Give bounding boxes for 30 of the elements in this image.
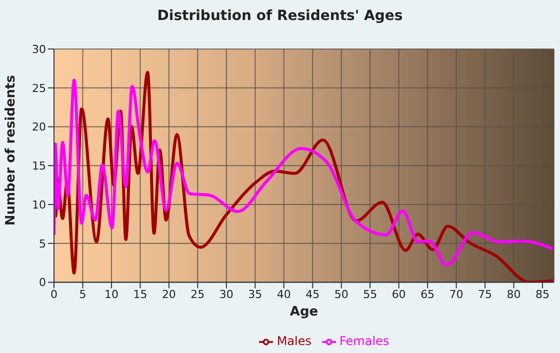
y-tick-label: 30	[32, 42, 46, 56]
y-tick-label: 5	[39, 237, 46, 250]
x-axis-title: Age	[290, 304, 318, 320]
legend-label: Females	[340, 334, 390, 348]
x-tick-label: 80	[506, 288, 521, 302]
x-tick-label: 5	[79, 288, 86, 302]
y-axis-title: Number of residents	[4, 74, 19, 226]
x-tick-label: 85	[536, 288, 550, 302]
x-tick-label: 55	[363, 288, 378, 302]
y-tick-label: 25	[32, 82, 46, 95]
x-tick-label: 60	[392, 288, 406, 302]
x-tick-label: 10	[104, 288, 118, 302]
y-tick-label: 10	[32, 198, 46, 212]
x-tick-label: 30	[219, 288, 234, 302]
x-tick-label: 45	[306, 288, 320, 302]
x-tick-label: 65	[420, 288, 435, 302]
x-tick-label: 50	[334, 288, 348, 302]
chart-title: Distribution of Residents' Ages	[156, 8, 404, 24]
x-tick-label: 70	[449, 288, 464, 302]
y-tick-label: 15	[32, 160, 46, 173]
legend-label: Males	[276, 334, 312, 348]
x-tick-label: 15	[133, 288, 148, 302]
y-tick-label: 20	[32, 120, 46, 134]
x-tick-label: 40	[276, 288, 291, 302]
x-tick-label: 35	[248, 288, 262, 302]
x-tick-label: 25	[190, 288, 205, 302]
x-tick-label: 20	[162, 288, 176, 302]
x-tick-label: 75	[478, 288, 492, 302]
x-tick-label: 0	[50, 288, 58, 302]
y-tick-label: 0	[39, 276, 46, 290]
